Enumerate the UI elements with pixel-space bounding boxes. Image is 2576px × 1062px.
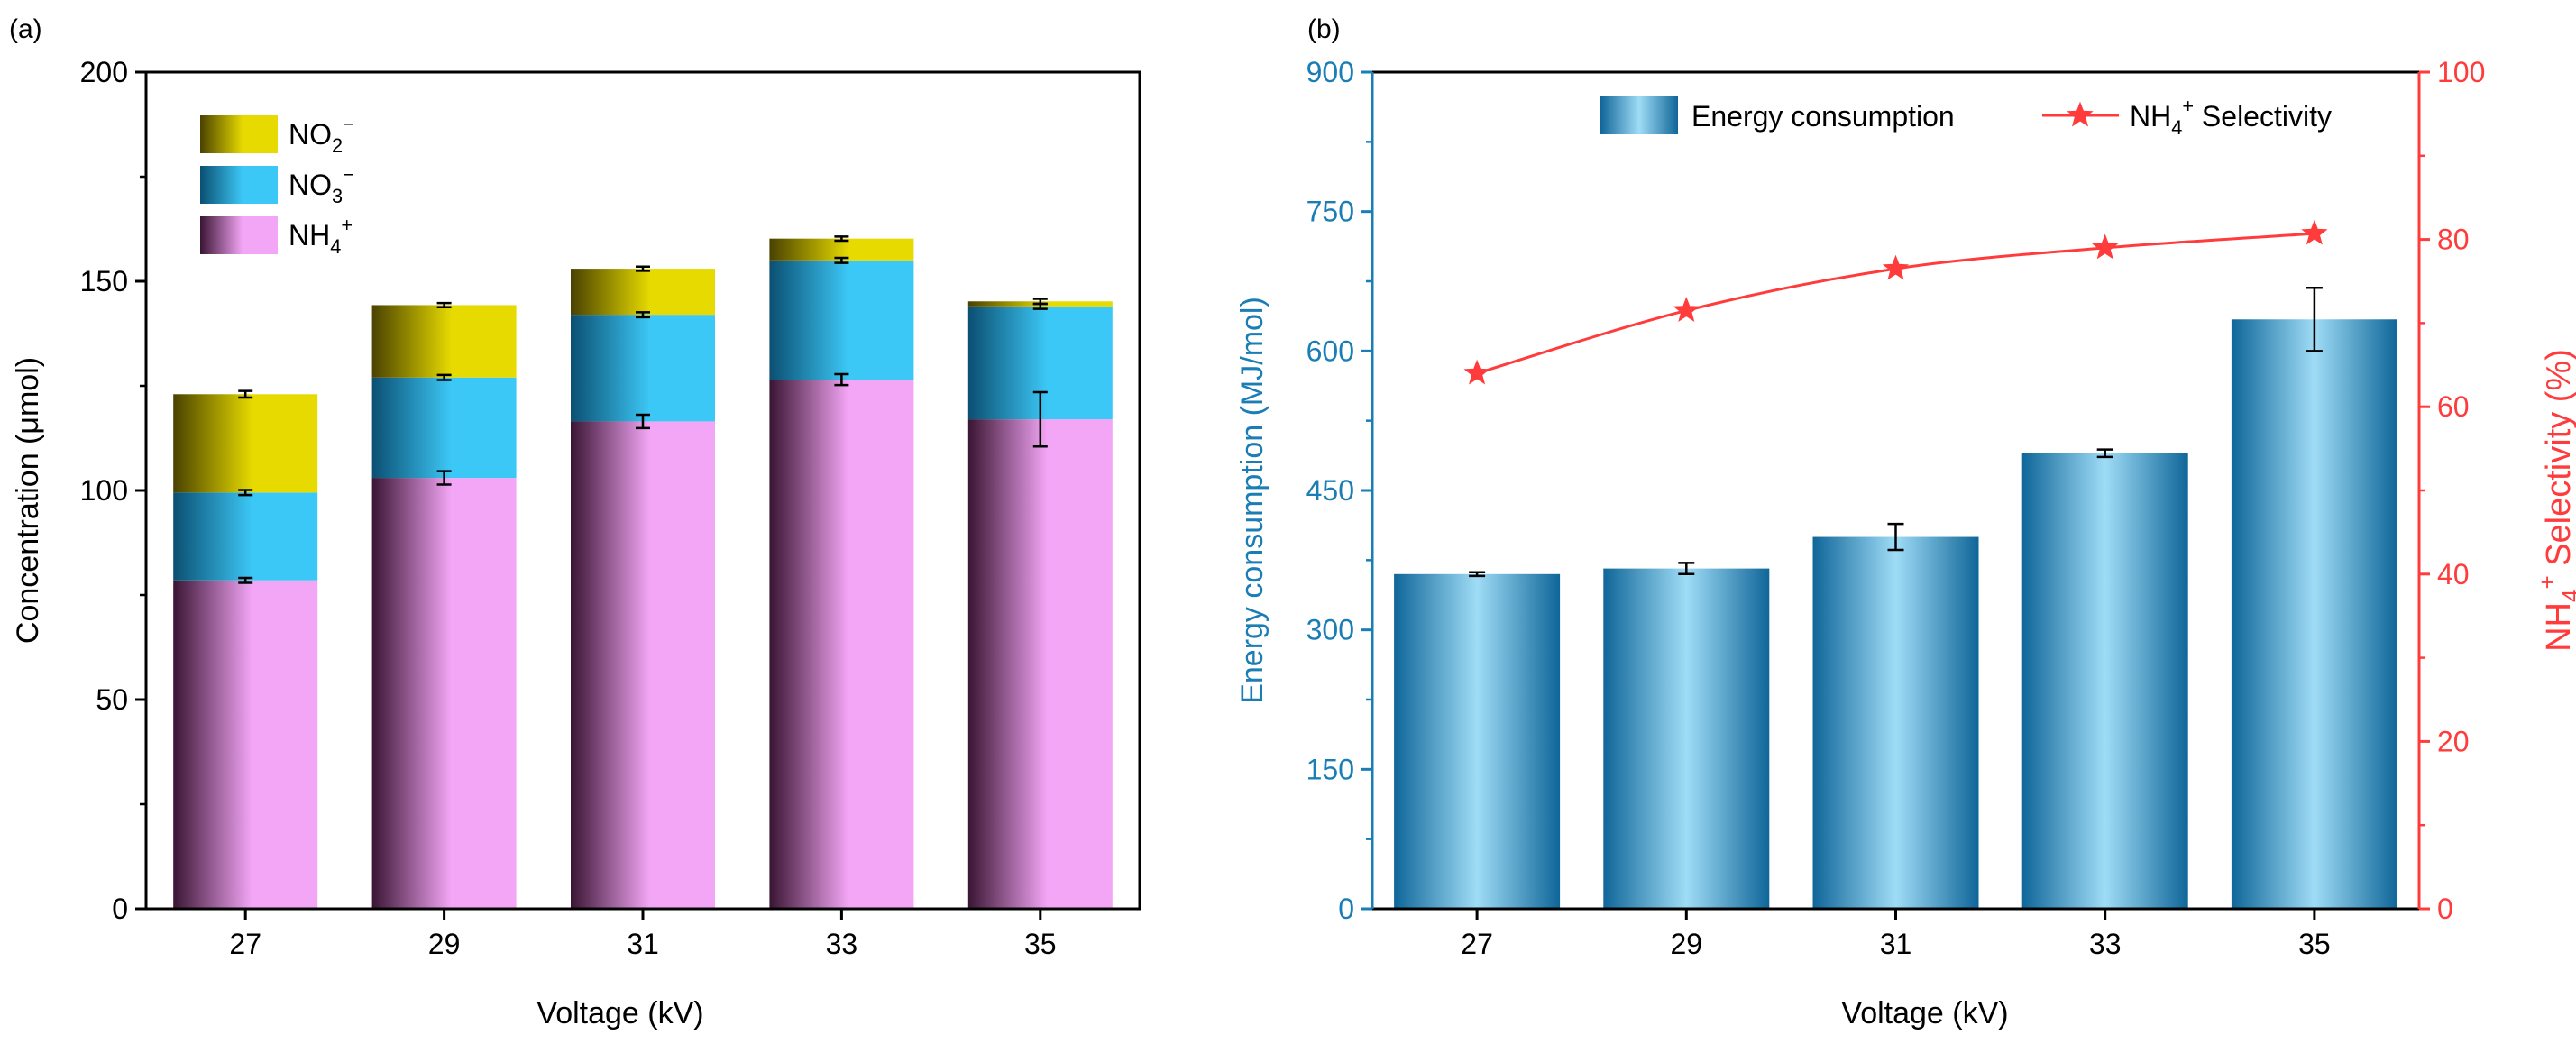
energy-bar — [2231, 319, 2397, 910]
panel-b-y2label: NH4+ Selectivity (%) — [2534, 349, 2576, 652]
bar-segment — [769, 260, 914, 380]
legend-label-selectivity-rest: Selectivity — [2194, 100, 2332, 133]
bar-segment — [967, 419, 1113, 909]
panel-b-label: (b) — [1307, 14, 1341, 44]
x-tick-label: 35 — [2298, 928, 2331, 960]
y-tick-label: 450 — [1306, 474, 1354, 507]
selectivity-line — [1476, 232, 2315, 375]
x-tick-label: 29 — [428, 928, 461, 960]
y-tick-label: 750 — [1306, 196, 1354, 228]
legend-label-sub: 3 — [332, 185, 343, 207]
y-tick-label: 50 — [96, 683, 128, 716]
y-tick-label: 300 — [1306, 614, 1354, 646]
legend-swatch — [200, 115, 278, 153]
y-tick-label: 900 — [1306, 56, 1354, 88]
legend-label: NO3− — [289, 163, 354, 207]
panel-b-y2label-sup: + — [2534, 575, 2561, 589]
panel-b-ylabel: Energy consumption (MJ/mol) — [1235, 297, 1270, 704]
panel-b-legend: Energy consumption NH4+ Selectivity — [1600, 95, 2332, 139]
energy-bar — [1603, 568, 1770, 909]
panel-a-label: (a) — [9, 14, 42, 44]
selectivity-point — [2301, 219, 2328, 245]
y2-tick-label: 80 — [2437, 224, 2470, 256]
bar-segment — [769, 380, 914, 909]
bar-segment — [571, 315, 715, 422]
legend-swatch-energy — [1600, 96, 1678, 134]
bar-segment — [371, 377, 517, 479]
legend-label-sup: − — [343, 163, 354, 186]
panel-a-plot: 0 50 100 150 200 27 29 31 33 35 — [80, 56, 1141, 960]
legend-label-sup: + — [341, 214, 353, 236]
panel-b: (b) 0 150 300 450 600 750 900 0 20 40 60 80 100 27 29 3… — [1235, 14, 2576, 1030]
legend-swatch — [200, 166, 278, 204]
panel-b-y2label-base: NH — [2540, 602, 2576, 652]
x-tick-label: 33 — [2089, 928, 2122, 960]
legend-label-sub: 4 — [330, 235, 341, 258]
selectivity-point — [1463, 359, 1490, 385]
panel-b-y2label-sub: 4 — [2557, 590, 2576, 602]
x-tick-label: 31 — [1880, 928, 1912, 960]
panel-b-y2label-rest: Selectivity (%) — [2540, 349, 2576, 575]
legend-label-selectivity-base: NH — [2130, 100, 2171, 133]
bar-segment — [173, 394, 318, 493]
legend-label-selectivity-sup: + — [2182, 95, 2194, 117]
bar-segment — [371, 478, 517, 909]
bar-segment — [571, 421, 715, 909]
y2-tick-label: 60 — [2437, 390, 2470, 423]
legend-label: NO2− — [289, 113, 354, 157]
panel-a-ylabel: Concentration (μmol) — [11, 357, 45, 644]
x-tick-label: 27 — [229, 928, 261, 960]
y-tick-label: 150 — [1306, 753, 1354, 785]
bar-segment — [173, 492, 318, 581]
y2-tick-label: 100 — [2437, 56, 2485, 88]
y2-tick-label: 40 — [2437, 558, 2470, 591]
y2-tick-label: 20 — [2437, 725, 2470, 757]
legend-label: NH4+ — [289, 214, 353, 258]
legend-label-sub: 2 — [332, 134, 343, 157]
x-tick-label: 29 — [1671, 928, 1703, 960]
panel-a-legend: NO2−NO3−NH4+ — [200, 113, 354, 258]
x-tick-label: 35 — [1024, 928, 1057, 960]
energy-bar — [1812, 536, 1979, 909]
legend-label-base: NO — [289, 169, 332, 201]
panel-a-xlabel: Voltage (kV) — [536, 996, 703, 1030]
x-tick-label: 33 — [826, 928, 858, 960]
energy-bar — [2021, 453, 2188, 909]
legend-label-energy: Energy consumption — [1691, 100, 1955, 133]
y-tick-label: 600 — [1306, 334, 1354, 367]
panel-b-plot: 0 150 300 450 600 750 900 0 20 40 60 80 100 27 29 31 33 3… — [1306, 56, 2486, 960]
legend-label-base: NO — [289, 118, 332, 151]
legend-label-base: NH — [289, 219, 330, 252]
energy-bar — [1394, 573, 1561, 909]
legend-label-selectivity: NH4+ Selectivity — [2130, 95, 2332, 139]
y-tick-label: 200 — [80, 56, 128, 88]
bar-segment — [371, 305, 517, 378]
y-tick-label: 150 — [80, 265, 128, 298]
selectivity-point — [1882, 254, 1910, 280]
selectivity-point — [1673, 297, 1700, 322]
legend-swatch — [200, 216, 278, 254]
y2-tick-label: 0 — [2437, 893, 2453, 925]
y-tick-label: 0 — [1338, 893, 1354, 925]
y-tick-label: 0 — [112, 893, 128, 925]
bar-segment — [173, 580, 318, 909]
legend-marker-selectivity — [2067, 101, 2094, 127]
legend-label-sup: − — [343, 113, 354, 135]
x-tick-label: 27 — [1461, 928, 1493, 960]
y-tick-label: 100 — [80, 474, 128, 507]
x-tick-label: 31 — [627, 928, 659, 960]
legend-label-selectivity-sub: 4 — [2171, 116, 2182, 139]
bar-segment — [571, 269, 715, 316]
selectivity-point — [2092, 233, 2119, 260]
panel-b-xlabel: Voltage (kV) — [1841, 996, 2008, 1030]
